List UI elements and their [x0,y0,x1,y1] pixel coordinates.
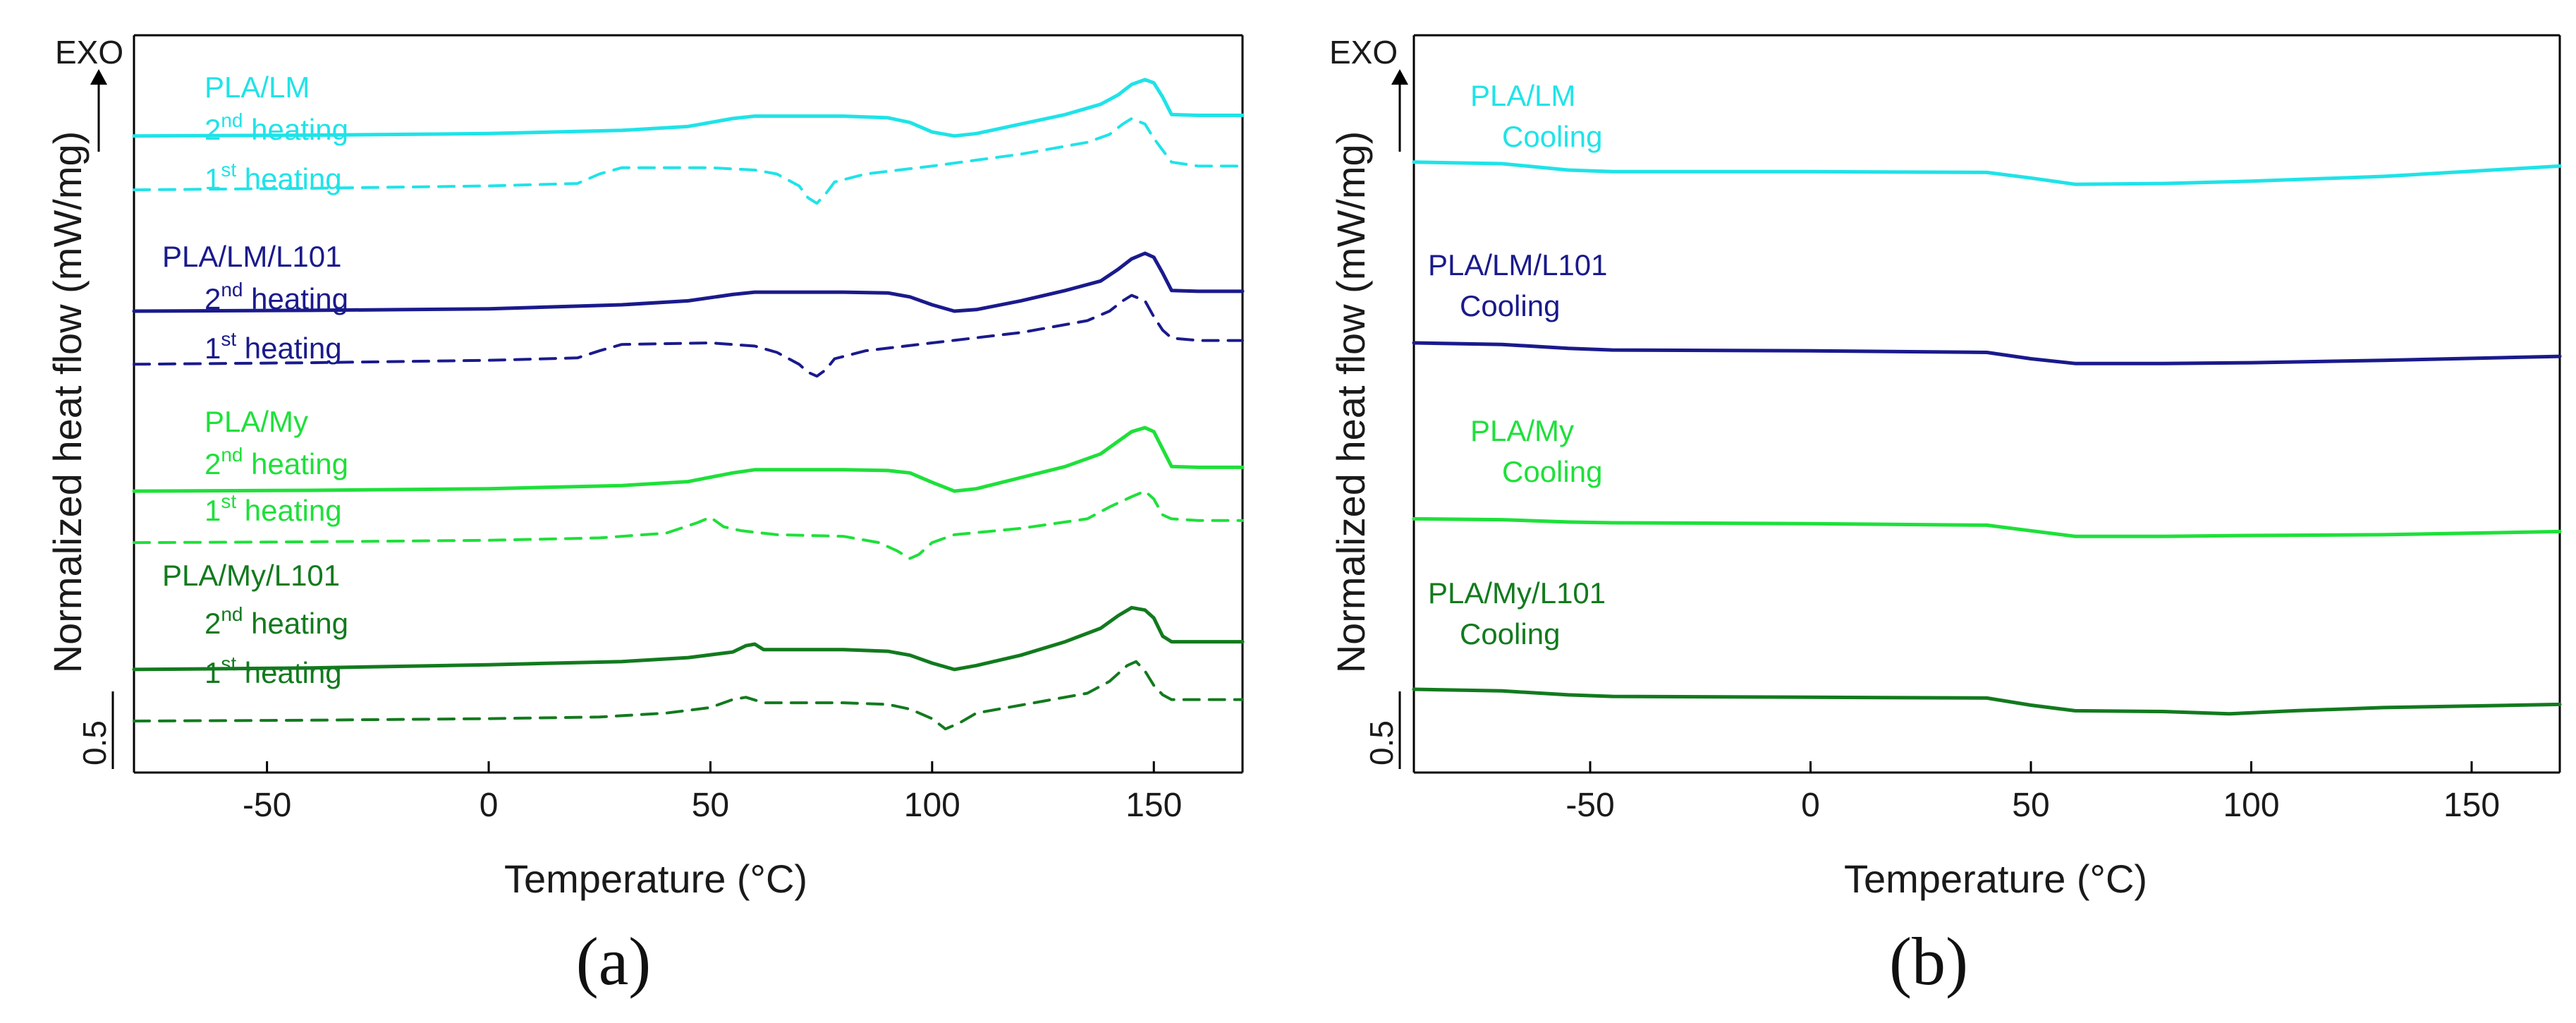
panel-b-xlabel: Temperature (°C) [1844,856,2147,901]
panel-b-label-1-line-0: PLA/LM/L101 [1428,248,1608,282]
panel-b-labels: PLA/LM Cooling PLA/LM/L101 Cooling PLA/My Coo… [1428,79,1608,650]
panel-b-series-2 [1412,516,2562,538]
panel-a-xlabel: Temperature (°C) [504,856,807,901]
panel-b-label-0-line-0: PLA/LM [1470,79,1575,112]
panel-b-curves [1412,160,2562,716]
panel-a-series-5 [133,490,1244,560]
panel-b-xtick-label: -50 [1565,787,1614,824]
panel-a-label-8: 1st heating [205,490,342,527]
panel-a-label-2: 1st heating [205,159,342,195]
panel-a-label-1: 2nd heating [205,109,348,146]
panel-b-ticks: -50 0 50 100 150 [1565,761,2500,824]
panel-a-xtick-label: -50 [243,787,291,824]
panel-b-series-0 [1412,160,2562,186]
panel-b-exo-arrow-head [1391,69,1408,85]
panel-b-series-1 [1412,341,2562,365]
panel-a-series-0 [132,78,1245,138]
panel-b-label-3-line-1: Cooling [1460,617,1560,650]
panel-b-label-2-line-1: Cooling [1502,455,1602,488]
panel-a-xtick-label: 150 [1125,787,1182,824]
panel-b-caption: (b) [1889,924,1968,999]
panel-a-series-6 [132,605,1245,672]
panel-b-label-3-line-0: PLA/My/L101 [1428,576,1606,610]
panel-b-xtick-label: 100 [2223,787,2279,824]
panel-a-label-9-line-0: PLA/My/L101 [162,559,340,592]
panel-b-label-2-line-0: PLA/My [1470,414,1574,447]
panel-a-series-7 [133,660,1244,731]
panel-a-ticks: -50 0 50 100 150 [243,761,1182,824]
panel-a-label-11: 1st heating [205,653,342,689]
panel-a-series-4 [132,425,1245,493]
panel-a-label-7: 2nd heating [205,444,348,480]
panel-a-label-0-line-0: PLA/LM [205,71,310,104]
panel-b: EXO 0.5 Normalized heat flow (mW/mg) Tem… [1329,34,2562,999]
panel-a-xtick-label: 50 [692,787,729,824]
panel-a-label-4: 2nd heating [205,279,348,315]
panel-a-series-2 [132,251,1245,313]
panel-a-xtick-label: 100 [904,787,960,824]
panel-a-labels: PLA/LM 2nd heating 1st heating PLA/LM/L101 2… [162,71,348,689]
panel-a-caption: (a) [576,924,652,999]
panel-b-exo-label: EXO [1329,34,1398,71]
panel-a-exo-arrow-head [90,69,107,85]
panel-b-scale-label: 0.5 [1363,720,1400,765]
panel-b-xtick-label: 0 [1801,787,1820,824]
panel-a-label-5: 1st heating [205,328,342,365]
panel-a-label-6-line-0: PLA/My [205,405,308,438]
panel-a-ylabel: Normalized heat flow (mW/mg) [45,131,90,674]
panel-b-ylabel: Normalized heat flow (mW/mg) [1329,131,1373,674]
panel-a-exo-label: EXO [55,34,123,71]
panel-b-xtick-label: 50 [2012,787,2049,824]
panel-b-label-0-line-1: Cooling [1502,120,1602,153]
panel-a-curves [132,78,1245,731]
panel-a-label-3-line-0: PLA/LM/L101 [162,240,342,273]
panel-b-xtick-label: 150 [2443,787,2500,824]
panel-a-xtick-label: 0 [480,787,499,824]
panel-a-scale-label: 0.5 [76,720,113,765]
panel-b-series-3 [1412,687,2562,716]
panel-a-label-10: 2nd heating [205,603,348,640]
panel-b-label-1-line-1: Cooling [1460,289,1560,322]
panel-a-series-1 [133,117,1244,205]
panel-a: EXO 0.5 Normalized heat flow (mW/mg) Tem… [45,34,1245,999]
panel-a-series-3 [133,293,1244,378]
